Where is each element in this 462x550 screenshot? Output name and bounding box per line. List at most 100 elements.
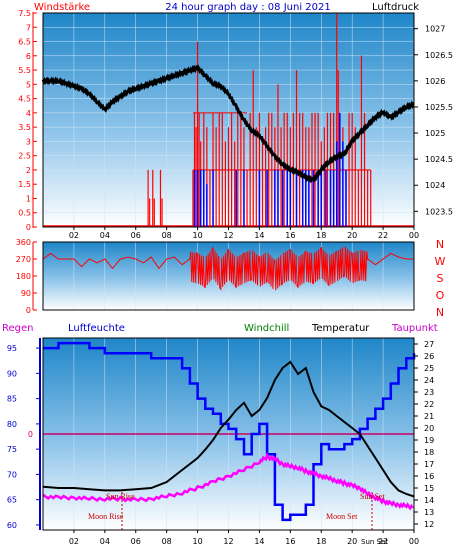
pressure-tick-label: 1027: [425, 25, 445, 34]
direction-tick-label: 270: [16, 255, 31, 264]
humidity-line: [43, 341, 416, 522]
windchill-label: Windchill: [244, 323, 289, 334]
hour-tick-label: 06: [131, 537, 141, 546]
graph-title: 24 hour graph day : 08 Juni 2021: [165, 2, 331, 13]
hour-tick-label: 18: [316, 231, 326, 240]
compass-letter: S: [437, 272, 444, 285]
temperature-tick-label: 27: [424, 340, 434, 349]
wind-tick-label: 0: [26, 223, 31, 232]
pressure-tick-label: 1024.5: [425, 155, 453, 164]
hour-tick-label: 04: [100, 537, 110, 546]
taupunkt-label: Taupunkt: [391, 323, 438, 334]
temperature-tick-label: 23: [424, 388, 434, 397]
wind-tick-label: 6: [26, 52, 31, 61]
regen-label: Regen: [2, 323, 34, 334]
wind-tick-label: 4.5: [18, 95, 31, 104]
humidity-tick-label: 95: [7, 344, 17, 353]
wind-direction-line: [42, 246, 413, 291]
hour-tick-label: 20: [347, 231, 357, 240]
hour-tick-label: 16: [285, 231, 295, 240]
temperature-tick-label: 19: [424, 436, 434, 445]
temperature-humidity-frame: [42, 337, 415, 531]
wind-tick-label: 1.5: [18, 180, 31, 189]
humidity-axis: 95 90 85 80 75 70 65 60: [7, 344, 40, 530]
temperature-tick-label: 18: [424, 448, 434, 457]
hour-tick-label: 12: [223, 537, 233, 546]
direction-tick-label: 90: [21, 289, 31, 298]
wind-tick-label: 7: [26, 23, 31, 32]
luftfeuchte-label: Luftfeuchte: [68, 323, 125, 334]
hour-tick-label: 20: [347, 537, 357, 546]
pressure-axis: 1027 1026.5 1026 1025.5 1025 1024.5 1024 1023.5: [414, 25, 453, 216]
hour-tick-label: 04: [100, 231, 110, 240]
hour-axis-top: 02 04 06 08 10 12 14 16 18 20 22 00: [69, 227, 419, 240]
temperature-tick-label: 22: [424, 400, 434, 409]
temperature-tick-label: 14: [424, 496, 434, 505]
wind-speed-bars: [43, 13, 414, 227]
hour-tick-label: 22: [378, 231, 388, 240]
temperature-tick-label: 16: [424, 472, 434, 481]
hour-tick-label: 16: [285, 537, 295, 546]
direction-tick-label: 0: [26, 306, 31, 315]
hour-tick-label: 02: [69, 537, 79, 546]
compass-letter: O: [436, 289, 445, 302]
hour-tick-label: 02: [69, 231, 79, 240]
wind-pressure-frame: [42, 12, 415, 228]
moon-rise-label: Moon Rise: [88, 512, 124, 521]
pressure-tick-label: 1024: [425, 181, 445, 190]
wind-speed-axis: 0 0.5 1 1.5 2 2.5 3 3.5 4 4.5 5 5.5 6 6.5 7 7.5: [18, 9, 37, 232]
humidity-tick-label: 65: [7, 496, 17, 505]
sun-set-label: Sun Set: [360, 492, 385, 501]
wind-tick-label: 6.5: [18, 38, 31, 47]
direction-tick-label: 360: [16, 238, 31, 247]
temperature-tick-label: 15: [424, 484, 434, 493]
wind-tick-label: 1: [26, 194, 31, 203]
hour-tick-label: 00: [409, 537, 419, 546]
wind-tick-label: 2: [26, 166, 31, 175]
wind-tick-label: 7.5: [18, 9, 31, 18]
hour-tick-label: 08: [162, 537, 172, 546]
temperature-line: [42, 360, 415, 498]
hour-tick-label: 00: [409, 231, 419, 240]
wind-tick-label: 4: [26, 109, 31, 118]
temperatur-label: Temperatur: [311, 323, 370, 334]
compass-letter: N: [436, 238, 444, 251]
pressure-tick-label: 1026.5: [425, 51, 453, 60]
hour-tick-label: 14: [254, 231, 264, 240]
temperature-tick-label: 26: [424, 352, 434, 361]
rain-zero-label: 0: [28, 430, 33, 439]
windstaerke-label: Windstärke: [34, 2, 90, 13]
humidity-tick-label: 60: [7, 521, 17, 530]
wind-tick-label: 5.5: [18, 66, 31, 75]
humidity-tick-label: 75: [7, 445, 17, 454]
pressure-line: [41, 64, 415, 184]
wind-tick-label: 5: [26, 80, 31, 89]
hour-tick-label: 10: [192, 537, 202, 546]
humidity-tick-label: 90: [7, 369, 17, 378]
hour-tick-label: 12: [223, 231, 233, 240]
humidity-tick-label: 85: [7, 395, 17, 404]
temperature-tick-label: 20: [424, 424, 434, 433]
direction-tick-label: 180: [16, 272, 31, 281]
temperature-tick-label: 17: [424, 460, 434, 469]
wind-gust-bars: [193, 112, 347, 227]
hour-tick-label: 10: [192, 231, 202, 240]
luftdruck-label: Luftdruck: [372, 2, 419, 13]
temperature-tick-label: 25: [424, 364, 434, 373]
wind-tick-label: 0.5: [18, 209, 31, 218]
wind-tick-label: 3.5: [18, 123, 31, 132]
humidity-tick-label: 70: [7, 470, 17, 479]
hour-tick-label: 18: [316, 537, 326, 546]
sun-set-axis-label: Sun Set: [361, 538, 388, 546]
compass-letter: N: [436, 306, 444, 319]
temperature-axis: 27 26 25 24 23 22 21 20 19 18 17 16 15 14 13 12: [414, 340, 434, 529]
temperature-tick-label: 24: [424, 376, 434, 385]
hour-tick-label: 06: [131, 231, 141, 240]
temperature-tick-label: 12: [424, 520, 434, 529]
hour-tick-label: 08: [162, 231, 172, 240]
hour-tick-label: 22: [378, 537, 388, 546]
humidity-tick-label: 80: [7, 420, 17, 429]
wind-tick-label: 2.5: [18, 152, 31, 161]
